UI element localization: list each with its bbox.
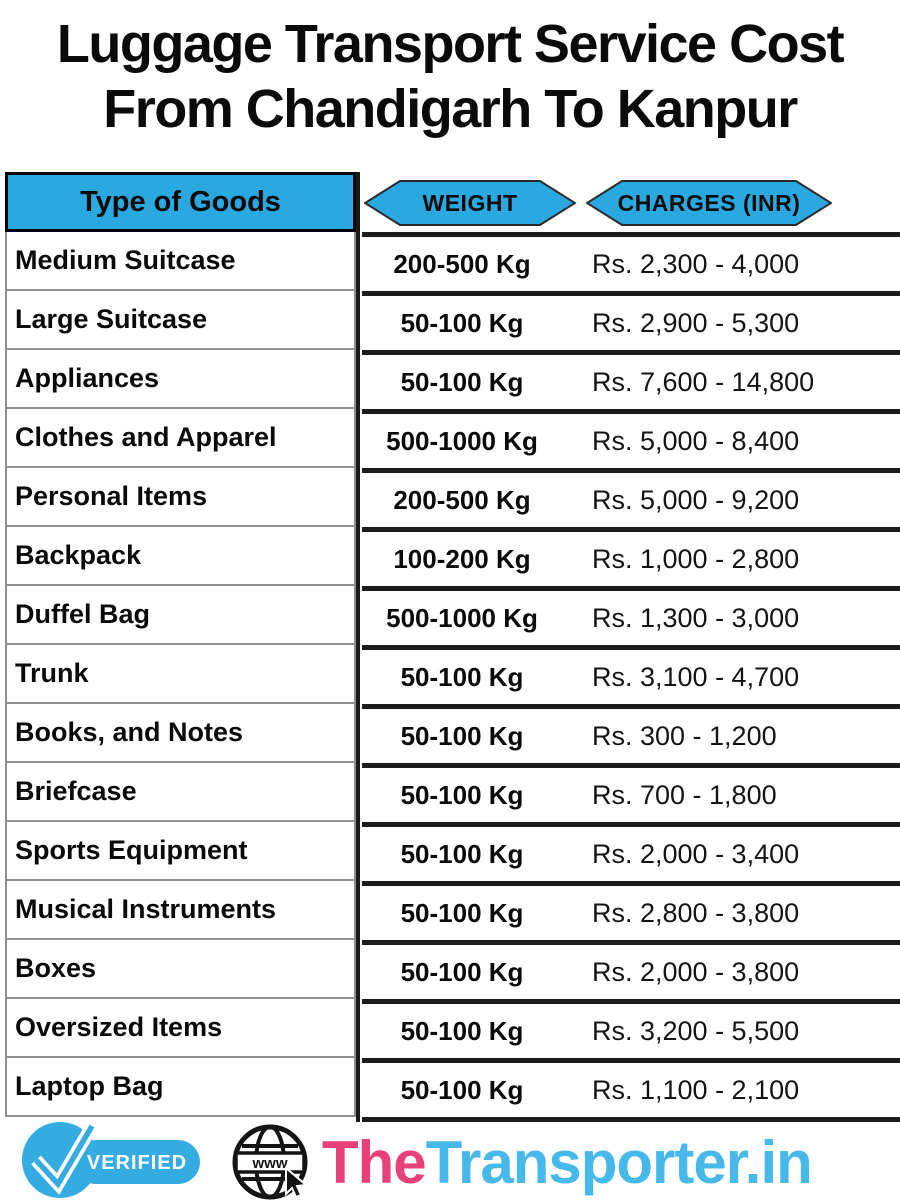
globe-www-icon: www [232, 1124, 309, 1200]
table-row: 200-500 Kg Rs. 5,000 - 9,200 [362, 468, 900, 527]
cursor-arrow-icon [285, 1165, 309, 1199]
table-row: 50-100 Kg Rs. 2,900 - 5,300 [362, 291, 900, 350]
brand-part2: Transporter.in [425, 1129, 813, 1196]
weight-cell: 50-100 Kg [400, 1074, 524, 1105]
charges-cell: Rs. 2,000 - 3,800 [592, 956, 800, 987]
charges-cell: Rs. 2,000 - 3,400 [592, 838, 800, 869]
weight-cell: 100-200 Kg [393, 543, 531, 574]
goods-cell: Oversized Items [5, 999, 356, 1058]
table-row: 50-100 Kg Rs. 2,000 - 3,800 [362, 940, 900, 999]
goods-cell: Musical Instruments [5, 881, 356, 940]
weight-cell: 50-100 Kg [400, 661, 524, 692]
table-row: 100-200 Kg Rs. 1,000 - 2,800 [362, 527, 900, 586]
charges-cell: Rs. 1,300 - 3,000 [592, 602, 800, 633]
globe-www-label: www [251, 1155, 287, 1172]
table-row: 200-500 Kg Rs. 2,300 - 4,000 [362, 232, 900, 291]
column-header-weight: WEIGHT [364, 180, 576, 226]
goods-cell: Sports Equipment [5, 822, 356, 881]
charges-cell: Rs. 3,100 - 4,700 [592, 661, 800, 692]
page-title: Luggage Transport Service Cost From Chan… [0, 12, 900, 142]
charges-cell: Rs. 700 - 1,800 [592, 779, 777, 810]
column-divider [356, 172, 360, 1122]
goods-cell: Briefcase [5, 763, 356, 822]
charges-cell: Rs. 7,600 - 14,800 [592, 366, 815, 397]
table-row: 50-100 Kg Rs. 1,100 - 2,100 [362, 1058, 900, 1117]
hexagon-shape-icon [364, 180, 576, 226]
goods-cell: Backpack [5, 527, 356, 586]
charges-cell: Rs. 1,000 - 2,800 [592, 543, 800, 574]
goods-cell: Trunk [5, 645, 356, 704]
goods-cell: Boxes [5, 940, 356, 999]
weight-cell: 50-100 Kg [400, 956, 524, 987]
weight-cell: 500-1000 Kg [386, 425, 538, 456]
goods-cell: Personal Items [5, 468, 356, 527]
weight-cell: 50-100 Kg [400, 1015, 524, 1046]
weight-cell: 200-500 Kg [393, 484, 531, 515]
charges-cell: Rs. 2,800 - 3,800 [592, 897, 800, 928]
table-row: 50-100 Kg Rs. 3,100 - 4,700 [362, 645, 900, 704]
table-row: 500-1000 Kg Rs. 5,000 - 8,400 [362, 409, 900, 468]
table-row: 50-100 Kg Rs. 300 - 1,200 [362, 704, 900, 763]
goods-cell: Medium Suitcase [5, 232, 356, 291]
goods-cell: Duffel Bag [5, 586, 356, 645]
verified-badge-icon: VERIFIED [22, 1122, 200, 1198]
charges-header-label: CHARGES (INR) [617, 189, 801, 216]
table-row: 50-100 Kg Rs. 2,800 - 3,800 [362, 881, 900, 940]
goods-cell: Clothes and Apparel [5, 409, 356, 468]
weight-cell: 50-100 Kg [400, 720, 524, 751]
weight-cell: 50-100 Kg [400, 838, 524, 869]
page-title-line1: Luggage Transport Service Cost [56, 14, 845, 74]
charges-cell: Rs. 1,100 - 2,100 [592, 1074, 800, 1105]
brand-logo: TheTransporter.in [322, 1128, 813, 1197]
brand-part1: The [322, 1129, 427, 1196]
goods-cell: Appliances [5, 350, 356, 409]
goods-cell: Large Suitcase [5, 291, 356, 350]
weight-cell: 50-100 Kg [400, 897, 524, 928]
charges-cell: Rs. 2,300 - 4,000 [592, 248, 800, 279]
charges-cell: Rs. 5,000 - 9,200 [592, 484, 800, 515]
charges-cell: Rs. 5,000 - 8,400 [592, 425, 800, 456]
table-row: 50-100 Kg Rs. 700 - 1,800 [362, 763, 900, 822]
charges-cell: Rs. 3,200 - 5,500 [592, 1015, 800, 1046]
column-header-goods: Type of Goods [5, 172, 356, 232]
charges-cell: Rs. 2,900 - 5,300 [592, 307, 800, 338]
verified-label: VERIFIED [87, 1152, 187, 1174]
goods-cell: Laptop Bag [5, 1058, 356, 1117]
goods-cell: Books, and Notes [5, 704, 356, 763]
weight-cell: 50-100 Kg [400, 779, 524, 810]
weight-header-label: WEIGHT [422, 189, 518, 216]
right-header: WEIGHT CHARGES (INR) [362, 172, 900, 232]
table-row: 50-100 Kg Rs. 7,600 - 14,800 [362, 350, 900, 409]
table-bottom-border [362, 1117, 900, 1122]
hexagon-shape-icon [586, 180, 832, 226]
table-row: 50-100 Kg Rs. 3,200 - 5,500 [362, 999, 900, 1058]
weight-cell: 500-1000 Kg [386, 602, 538, 633]
weight-cell: 50-100 Kg [400, 366, 524, 397]
charges-cell: Rs. 300 - 1,200 [592, 720, 777, 751]
table-row: 50-100 Kg Rs. 2,000 - 3,400 [362, 822, 900, 881]
weight-cell: 50-100 Kg [400, 307, 524, 338]
weight-cell: 200-500 Kg [393, 248, 531, 279]
goods-column: Type of Goods Medium Suitcase Large Suit… [5, 172, 356, 1117]
right-body: 200-500 Kg Rs. 2,300 - 4,000 50-100 Kg R… [362, 232, 900, 1117]
column-header-charges: CHARGES (INR) [586, 180, 832, 226]
page-title-line2: From Chandigarh To Kanpur [103, 79, 798, 139]
weight-charges-section: WEIGHT CHARGES (INR) 200-500 Kg Rs. 2,30… [362, 172, 900, 1122]
table-row: 500-1000 Kg Rs. 1,300 - 3,000 [362, 586, 900, 645]
goods-column-body: Medium Suitcase Large Suitcase Appliance… [5, 232, 356, 1117]
